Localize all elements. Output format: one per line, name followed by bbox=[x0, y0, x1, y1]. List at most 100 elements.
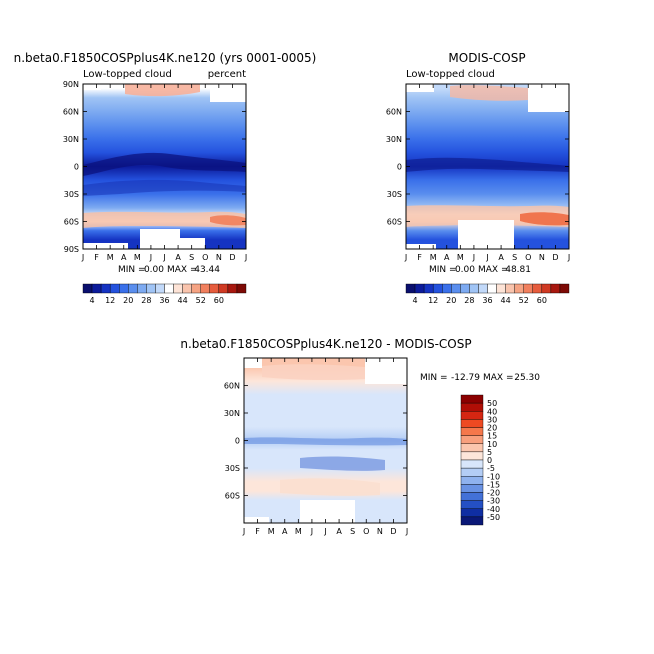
panel-model-arctic-patch bbox=[125, 84, 200, 97]
panel-obs-min-value: 0.00 bbox=[455, 265, 475, 275]
colorbar-box bbox=[460, 443, 484, 453]
x-tick-label: A bbox=[336, 527, 342, 536]
colorbar-label: 15 bbox=[487, 432, 497, 441]
panel-model-min-label: MIN = bbox=[118, 265, 146, 275]
panel-model-units: percent bbox=[208, 69, 246, 80]
y-tick-label: 90N bbox=[63, 80, 79, 89]
x-tick-label: M bbox=[430, 253, 437, 262]
colorbar-box bbox=[559, 283, 570, 294]
y-tick-label: 60S bbox=[387, 218, 402, 227]
x-tick-label: N bbox=[216, 253, 222, 262]
panel-model-missing bbox=[83, 84, 101, 90]
colorbar-label: 36 bbox=[159, 296, 169, 305]
x-tick-label: F bbox=[255, 527, 260, 536]
colorbar-label: 60 bbox=[537, 296, 547, 305]
x-tick-label: S bbox=[350, 527, 355, 536]
colorbar-box bbox=[137, 283, 147, 294]
x-tick-label: S bbox=[512, 253, 517, 262]
colorbar-box bbox=[460, 467, 484, 477]
colorbar-label: 28 bbox=[141, 296, 151, 305]
y-tick-label: 30N bbox=[386, 135, 402, 144]
y-tick-label: 60N bbox=[63, 108, 79, 117]
colorbar-box bbox=[460, 283, 470, 294]
panel-obs-max-label: MAX = bbox=[478, 265, 509, 275]
panel-model-plot bbox=[83, 84, 246, 249]
colorbar-label: 20 bbox=[487, 424, 497, 433]
panel-model-missing bbox=[180, 238, 205, 249]
panel-obs-missing bbox=[528, 84, 569, 112]
colorbar-box bbox=[505, 283, 515, 294]
x-tick-label: J bbox=[242, 527, 245, 536]
colorbar-box bbox=[146, 283, 156, 294]
panel-obs-max-value: 48.81 bbox=[505, 265, 531, 275]
panel-obs-missing bbox=[406, 244, 436, 249]
panel-obs-equatorial-band bbox=[406, 157, 569, 172]
panel-diff: n.beta0.F1850COSPplus4K.ne120 - MODIS-CO… bbox=[180, 337, 540, 536]
x-tick-label: J bbox=[404, 253, 407, 262]
x-tick-label: O bbox=[202, 253, 208, 262]
panel-obs-missing bbox=[458, 220, 514, 249]
colorbar-box bbox=[532, 283, 543, 294]
colorbar-box bbox=[469, 283, 479, 294]
colorbar-box bbox=[414, 283, 425, 294]
panel-obs-subtitle: Low-topped cloud bbox=[406, 69, 495, 80]
colorbar-box bbox=[218, 283, 229, 294]
colorbar-box bbox=[460, 459, 484, 469]
colorbar-label: 5 bbox=[487, 448, 492, 457]
x-tick-label: J bbox=[485, 253, 488, 262]
panel-diff-y-axis: 60N 30N 0 30S 60S bbox=[224, 382, 407, 501]
colorbar-box bbox=[487, 283, 497, 294]
panel-obs-colorbar: 4 12 20 28 36 44 52 60 bbox=[405, 283, 570, 305]
x-tick-label: F bbox=[417, 253, 422, 262]
x-tick-label: J bbox=[310, 527, 313, 536]
x-tick-label: J bbox=[472, 253, 475, 262]
panel-diff-title: n.beta0.F1850COSPplus4K.ne120 - MODIS-CO… bbox=[180, 337, 471, 351]
panel-model-min-value: 0.00 bbox=[144, 265, 164, 275]
x-tick-label: J bbox=[567, 253, 570, 262]
colorbar-label: 52 bbox=[519, 296, 529, 305]
x-tick-label: A bbox=[444, 253, 450, 262]
y-tick-label: 30S bbox=[225, 464, 240, 473]
x-tick-label: J bbox=[162, 253, 165, 262]
panel-diff-missing bbox=[365, 358, 407, 384]
panel-model-southern-max bbox=[210, 215, 246, 226]
x-tick-label: O bbox=[525, 253, 531, 262]
x-tick-label: F bbox=[94, 253, 99, 262]
y-tick-label: 0 bbox=[235, 437, 240, 446]
colorbar-box bbox=[496, 283, 506, 294]
colorbar-label: 52 bbox=[196, 296, 206, 305]
colorbar-box bbox=[119, 283, 129, 294]
colorbar-box bbox=[423, 283, 434, 294]
panel-diff-equatorial-band bbox=[244, 437, 407, 446]
colorbar-label: 36 bbox=[482, 296, 492, 305]
x-tick-label: D bbox=[229, 253, 235, 262]
x-tick-label: D bbox=[552, 253, 558, 262]
colorbar-label: 4 bbox=[413, 296, 418, 305]
colorbar-label: 50 bbox=[487, 399, 497, 408]
x-tick-label: M bbox=[134, 253, 141, 262]
colorbar-box bbox=[100, 283, 111, 294]
y-tick-label: 90S bbox=[64, 245, 79, 254]
panel-obs-plot bbox=[406, 84, 569, 249]
panel-diff-min-value: -12.79 bbox=[451, 373, 480, 383]
y-tick-label: 60N bbox=[386, 108, 402, 117]
y-tick-label: 30N bbox=[224, 409, 240, 418]
colorbar-box bbox=[460, 476, 484, 485]
colorbar-label: 0 bbox=[487, 456, 492, 465]
colorbar-box bbox=[91, 283, 102, 294]
x-tick-label: A bbox=[121, 253, 127, 262]
colorbar-label: 20 bbox=[123, 296, 133, 305]
panel-model: n.beta0.F1850COSPplus4K.ne120 (yrs 0001-… bbox=[14, 51, 317, 305]
x-tick-label: O bbox=[363, 527, 369, 536]
colorbar-box bbox=[182, 283, 192, 294]
y-tick-label: 60S bbox=[64, 218, 79, 227]
x-tick-label: J bbox=[405, 527, 408, 536]
panel-diff-missing bbox=[244, 517, 269, 523]
colorbar-box bbox=[128, 283, 138, 294]
colorbar-label: -40 bbox=[487, 505, 500, 514]
panel-model-subtitle: Low-topped cloud bbox=[83, 69, 172, 80]
